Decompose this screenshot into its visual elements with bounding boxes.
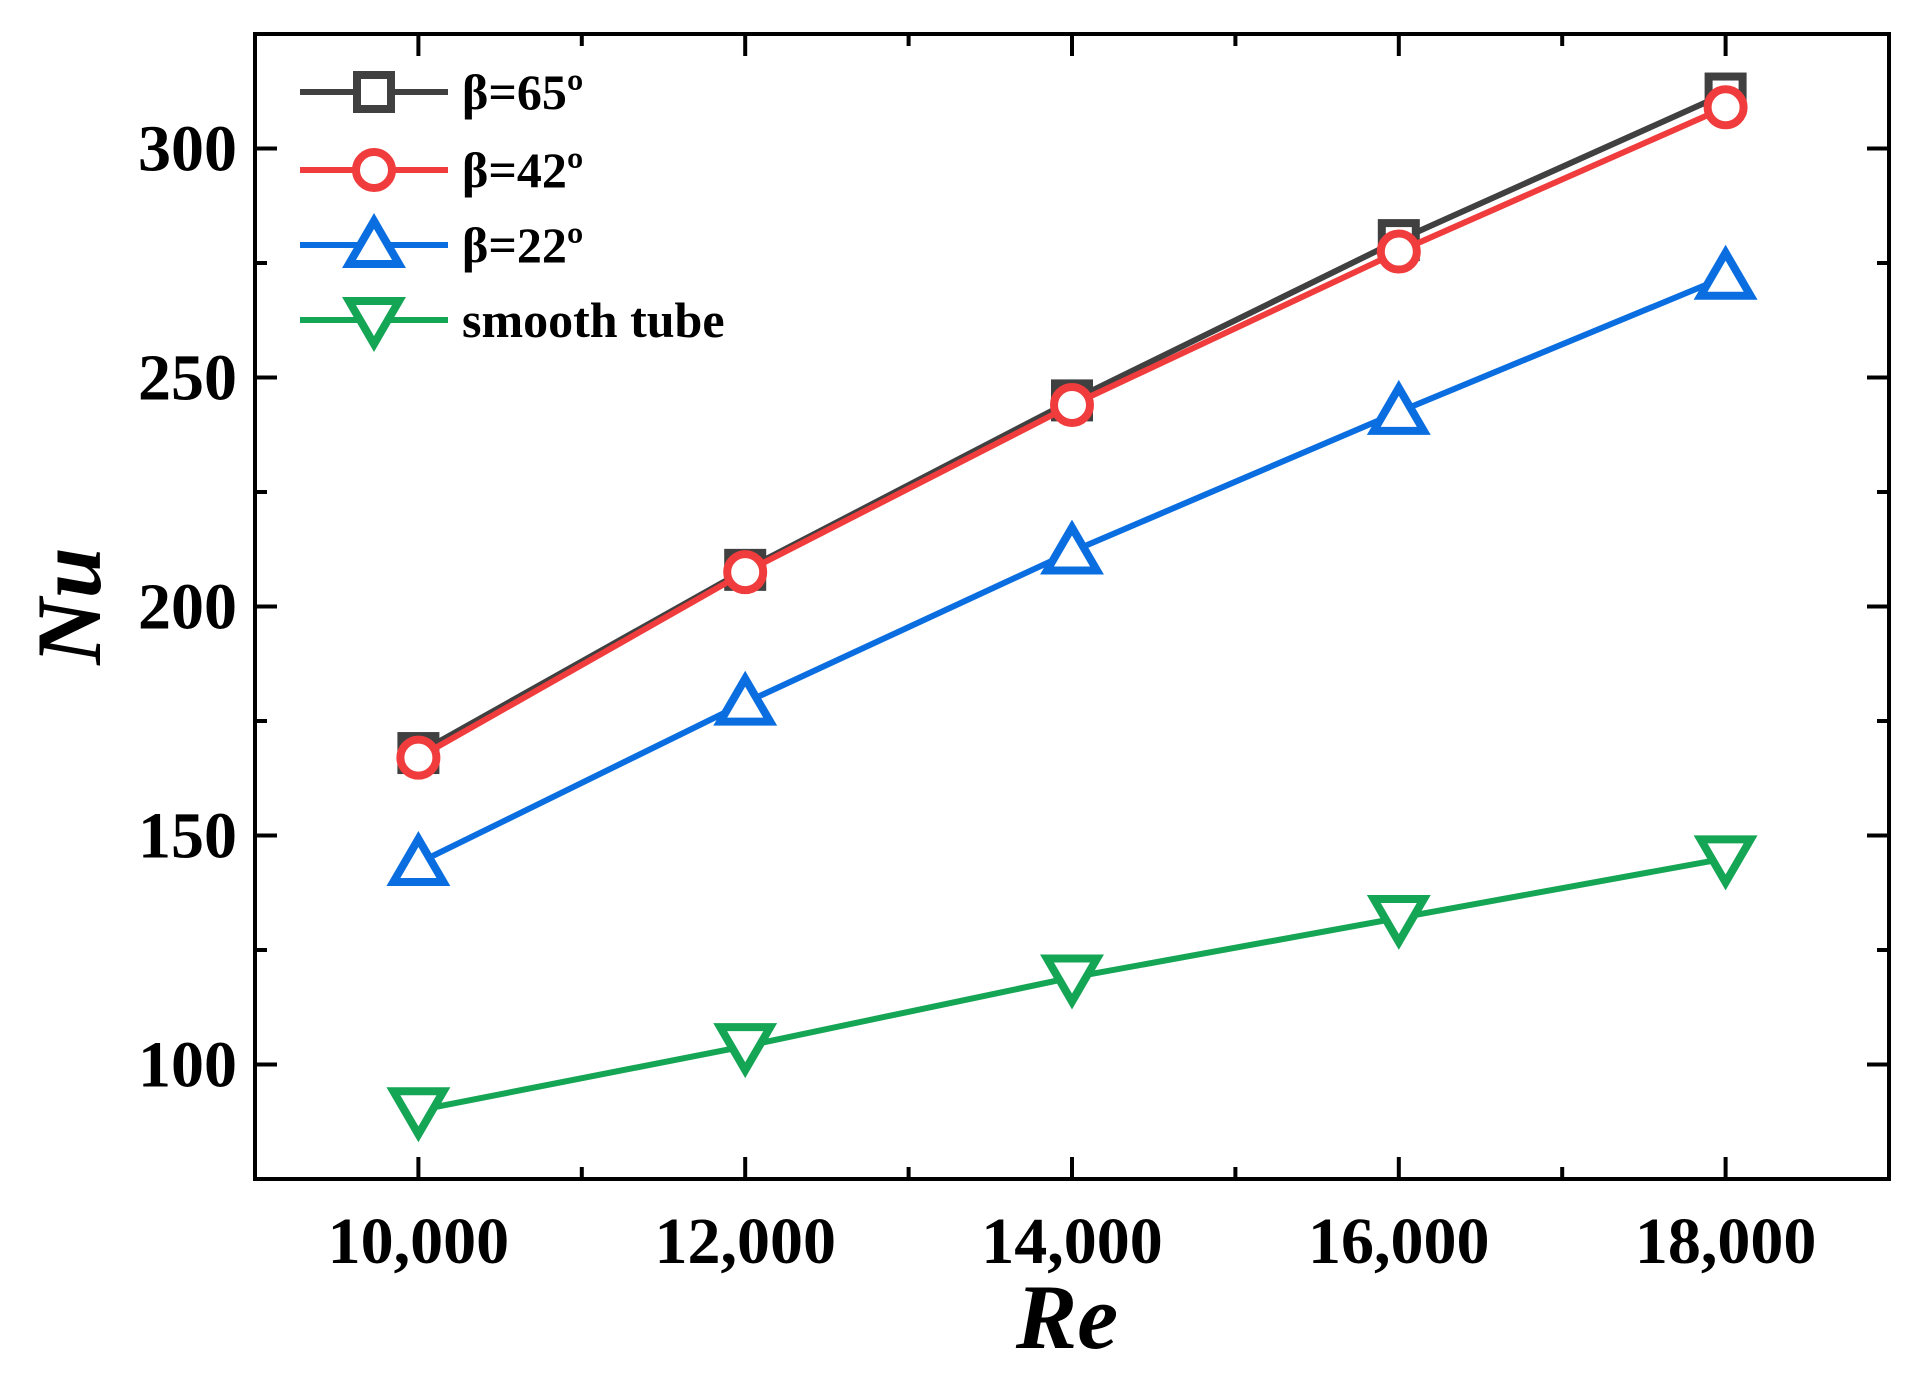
legend-label: β=22º	[462, 217, 583, 273]
x-tick-label: 10,000	[328, 1205, 510, 1278]
legend-label: β=65º	[462, 64, 583, 120]
x-tick-label: 14,000	[981, 1205, 1163, 1278]
data-point	[1703, 85, 1748, 130]
x-tick-label: 16,000	[1308, 1205, 1490, 1278]
y-axis: 100 150 200 250 300	[138, 113, 1889, 1102]
data-point	[1376, 229, 1421, 274]
data-point	[386, 831, 451, 886]
data-point	[1693, 835, 1758, 891]
series-triangle-down	[386, 835, 1758, 1143]
data-point	[1040, 519, 1104, 575]
legend-label: smooth tube	[462, 292, 725, 348]
x-tick-label: 18,000	[1635, 1205, 1817, 1278]
legend-marker	[353, 71, 395, 113]
data-point	[723, 550, 768, 595]
y-tick-label: 150	[138, 800, 237, 873]
legend-item: β=65º	[300, 64, 583, 120]
legend-marker	[352, 148, 396, 192]
data-point	[713, 670, 778, 726]
legend-marker	[342, 297, 406, 352]
series-line	[416, 104, 1727, 761]
data-point	[1693, 244, 1758, 300]
legend-marker	[342, 213, 406, 268]
series-circle	[396, 85, 1748, 780]
data-point	[713, 1023, 778, 1079]
y-tick-label: 300	[138, 113, 237, 186]
data-point	[396, 735, 441, 780]
y-tick-label: 200	[138, 571, 237, 644]
x-axis-title: Re	[1015, 1266, 1118, 1368]
legend-item: smooth tube	[300, 292, 725, 352]
data-point	[1366, 379, 1431, 435]
y-tick-label: 100	[138, 1029, 237, 1102]
data-point	[1366, 894, 1431, 950]
series-layer	[386, 72, 1758, 1143]
series-triangle-up	[386, 244, 1758, 886]
x-tick-label: 12,000	[654, 1205, 836, 1278]
y-tick-label: 250	[138, 342, 237, 415]
data-point	[1040, 954, 1104, 1010]
legend-item: β=42º	[300, 142, 583, 198]
legend-item: β=22º	[300, 213, 583, 273]
legend-label: β=42º	[462, 142, 583, 198]
legend: β=65º β=42º β=22º smooth tube	[300, 64, 725, 352]
data-point	[386, 1087, 451, 1143]
x-axis: 10,000 12,000 14,000 16,000 18,000	[328, 34, 1817, 1278]
y-axis-title: Nu	[18, 547, 120, 666]
data-point	[1050, 382, 1094, 427]
